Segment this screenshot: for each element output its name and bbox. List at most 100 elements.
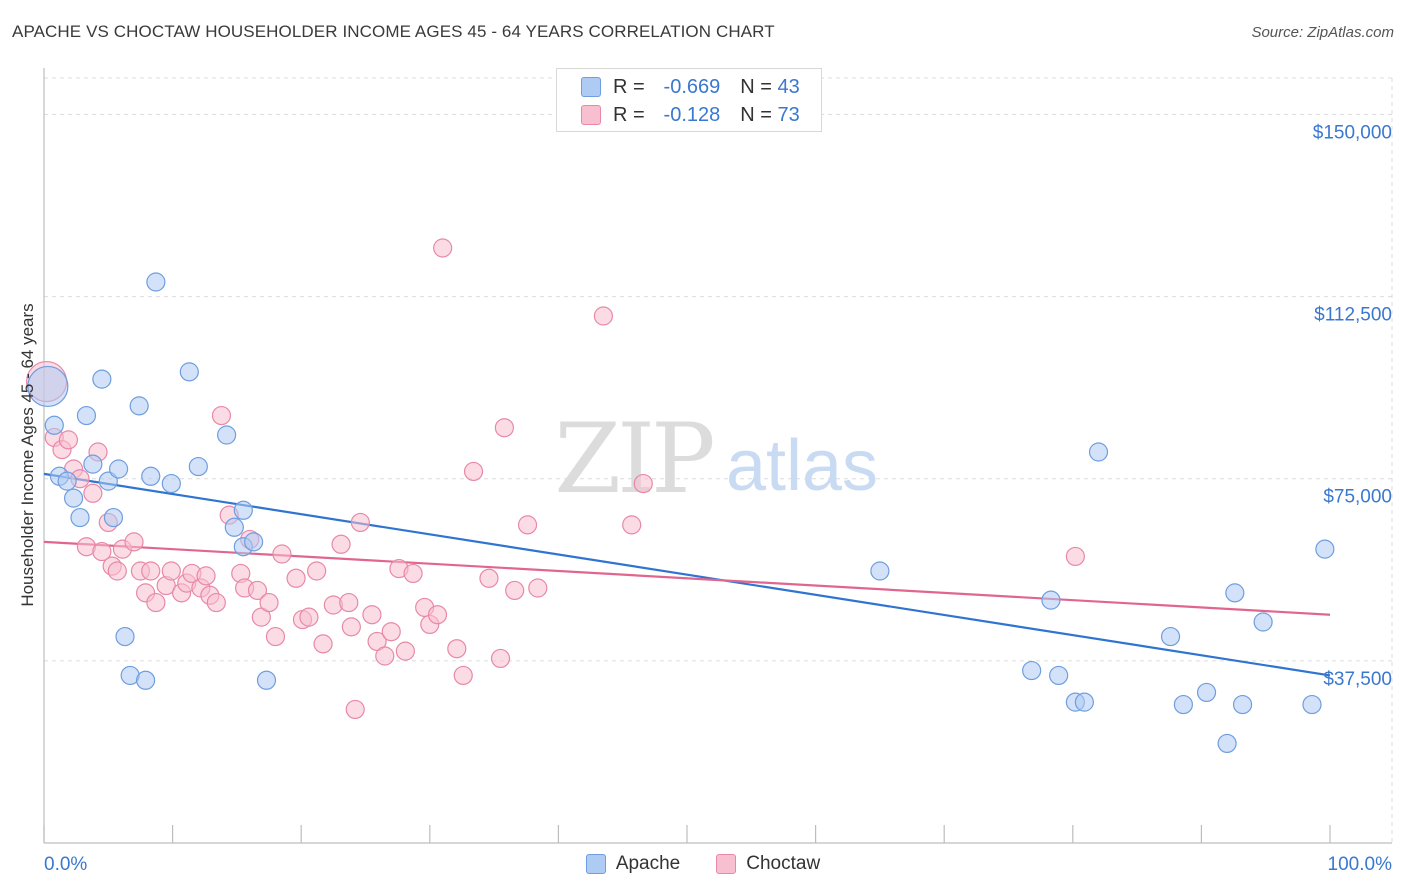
- apache-point: [1225, 583, 1245, 603]
- series-legend: Apache Choctaw: [0, 850, 1406, 878]
- choctaw-point: [1065, 546, 1085, 567]
- apache-r-label: R =: [613, 75, 645, 98]
- apache-point: [870, 561, 890, 581]
- apache-point: [217, 425, 237, 445]
- apache-point: [188, 456, 208, 477]
- x-tick-label-start: 0.0%: [44, 854, 87, 875]
- choctaw-point: [341, 617, 361, 637]
- apache-r-value: -0.669: [663, 75, 721, 98]
- apache-point: [103, 507, 124, 528]
- source-credit: Source: ZipAtlas.com: [1251, 24, 1394, 41]
- y-tick-label: $112,500: [1314, 305, 1392, 326]
- choctaw-point: [403, 563, 423, 584]
- choctaw-point: [107, 561, 127, 581]
- choctaw-point: [463, 461, 484, 482]
- apache-point: [1041, 590, 1061, 610]
- grid-layer: [44, 77, 1393, 843]
- y-axis-label: Householder Income Ages 45 - 64 years: [18, 303, 37, 607]
- tick-label-layer: $37,500 $75,000 $112,500 $150,000 0.0% 100.0%: [44, 122, 1392, 875]
- choctaw-swatch: [581, 105, 601, 125]
- apache-n-label: N =: [740, 75, 772, 98]
- apache-point: [44, 415, 64, 435]
- choctaw-point: [362, 605, 382, 625]
- axes-layer: [43, 68, 1392, 844]
- apache-n-value: 43: [777, 75, 800, 98]
- y-tick-label: $75,000: [1323, 487, 1392, 508]
- apache-point: [115, 626, 135, 647]
- x-tick-label-end: 100.0%: [1328, 854, 1393, 875]
- choctaw-point: [272, 544, 292, 564]
- trend-layer: [43, 472, 1331, 677]
- legend-item-choctaw[interactable]: Choctaw: [716, 853, 820, 875]
- choctaw-point: [345, 699, 365, 720]
- choctaw-r-label: R =: [613, 103, 645, 126]
- choctaw-point: [433, 238, 453, 258]
- legend-row-choctaw: R = -0.128 N = 73: [581, 101, 800, 129]
- apache-point: [141, 466, 161, 486]
- apache-point: [1196, 682, 1217, 703]
- choctaw-point: [211, 405, 232, 426]
- apache-point: [1088, 442, 1109, 462]
- apache-point: [92, 369, 112, 389]
- choctaw-point: [633, 473, 653, 494]
- choctaw-point: [259, 592, 279, 613]
- apache-point: [83, 454, 103, 474]
- apache-point: [1315, 539, 1335, 559]
- choctaw-point: [381, 622, 401, 642]
- choctaw-point: [622, 515, 642, 535]
- apache-point: [1253, 612, 1273, 632]
- apache-point: [1232, 694, 1253, 715]
- points-layer: [25, 238, 1335, 754]
- choctaw-point: [146, 592, 166, 613]
- choctaw-point: [339, 592, 359, 613]
- apache-point: [256, 670, 277, 690]
- legend-item-apache[interactable]: Apache: [585, 853, 681, 875]
- choctaw-point: [265, 626, 286, 647]
- choctaw-point: [447, 639, 467, 659]
- choctaw-point: [494, 418, 514, 438]
- apache-legend-label: Apache: [615, 853, 681, 874]
- apache-point: [129, 396, 149, 416]
- choctaw-point: [307, 561, 327, 581]
- choctaw-point: [286, 568, 306, 588]
- apache-point: [27, 365, 69, 408]
- choctaw-point: [593, 306, 614, 326]
- apache-trend-line: [43, 472, 1331, 677]
- choctaw-point: [395, 641, 415, 661]
- apache-point: [1022, 660, 1042, 681]
- apache-point: [1049, 665, 1069, 686]
- legend-row-apache: R = -0.669 N = 43: [581, 73, 800, 101]
- choctaw-point: [350, 512, 370, 533]
- choctaw-point: [58, 430, 79, 450]
- apache-point: [1217, 733, 1237, 754]
- choctaw-point: [375, 646, 395, 666]
- choctaw-point: [479, 568, 499, 588]
- choctaw-point: [196, 566, 216, 586]
- choctaw-point: [161, 561, 181, 581]
- choctaw-point: [92, 541, 112, 562]
- apache-point: [1173, 694, 1193, 715]
- choctaw-point: [299, 607, 319, 627]
- apache-point: [146, 272, 166, 292]
- apache-swatch: [581, 77, 601, 97]
- choctaw-point: [453, 665, 473, 686]
- apache-point: [233, 500, 253, 520]
- correlation-legend: R = -0.669 N = 43 R = -0.128 N = 73: [556, 68, 822, 132]
- choctaw-trend-line: [43, 540, 1331, 616]
- watermark: ZIP atlas: [554, 403, 878, 515]
- apache-point: [108, 459, 129, 479]
- choctaw-r-value: -0.128: [663, 103, 721, 126]
- choctaw-n-value: 73: [777, 103, 800, 126]
- apache-point: [63, 488, 84, 508]
- apache-point: [76, 405, 97, 426]
- apache-legend-swatch: [585, 854, 606, 874]
- choctaw-point: [517, 515, 538, 535]
- apache-point: [161, 473, 181, 494]
- watermark-atlas: atlas: [726, 426, 878, 506]
- choctaw-point: [331, 534, 351, 554]
- choctaw-legend-label: Choctaw: [746, 853, 821, 874]
- choctaw-legend-swatch: [716, 854, 737, 874]
- choctaw-point: [490, 648, 511, 669]
- apache-point: [224, 517, 244, 537]
